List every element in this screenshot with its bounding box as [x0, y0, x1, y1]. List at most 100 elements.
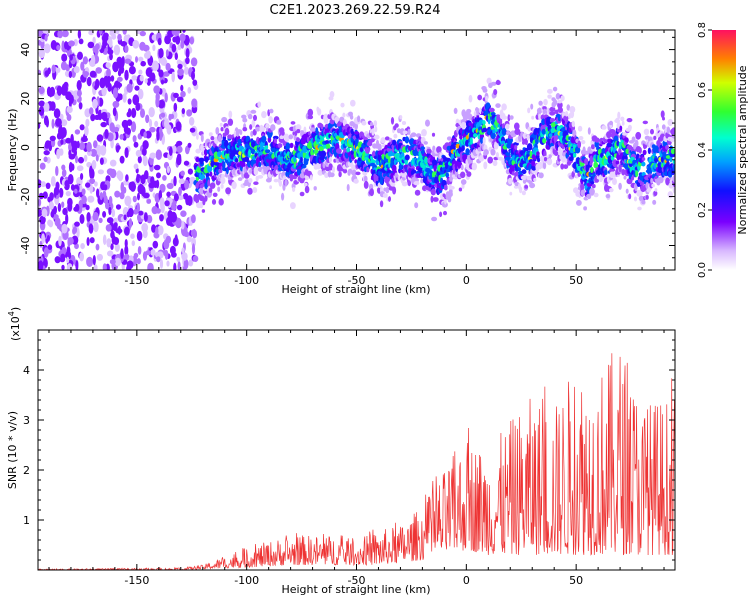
- spectral-blob: [605, 194, 611, 199]
- spectral-blob: [624, 137, 629, 143]
- noise-blob: [43, 150, 50, 156]
- spectral-blob: [645, 195, 649, 200]
- spectral-blob: [542, 161, 547, 170]
- colorbar-tick-label: 0.8: [697, 22, 708, 38]
- spectral-blob: [609, 188, 614, 193]
- snr-x-axis-label: Height of straight line (km): [281, 583, 430, 596]
- noise-blob: [191, 237, 197, 247]
- y-tick-label: 3: [23, 414, 30, 427]
- noise-blob: [191, 98, 198, 108]
- noise-blob: [178, 194, 184, 201]
- noise-blob: [38, 260, 44, 270]
- noise-blob: [157, 37, 162, 46]
- spectral-blob: [555, 93, 561, 100]
- spectral-blob: [391, 164, 397, 173]
- spectral-blob: [517, 167, 522, 172]
- spectral-blob: [361, 120, 367, 126]
- noise-blob: [158, 48, 164, 59]
- spectral-blob: [652, 199, 657, 205]
- spectral-blob: [477, 94, 483, 101]
- spectral-blob: [413, 181, 420, 186]
- noise-blob: [79, 124, 85, 131]
- spectral-blob: [353, 150, 357, 159]
- spectral-blob: [443, 185, 448, 191]
- spectral-blob: [447, 197, 452, 203]
- spectral-blob: [546, 158, 553, 166]
- noise-blob: [158, 126, 163, 138]
- noise-blob: [164, 249, 169, 260]
- noise-blob: [166, 260, 170, 267]
- spectral-blob: [338, 171, 342, 178]
- noise-blob: [137, 231, 142, 241]
- noise-blob: [135, 175, 140, 184]
- noise-blob: [117, 33, 122, 41]
- noise-blob: [181, 247, 185, 254]
- spectral-blob: [647, 147, 652, 155]
- noise-blob: [55, 165, 59, 177]
- noise-blob: [178, 178, 185, 185]
- noise-blob: [46, 235, 51, 242]
- noise-blob: [102, 263, 107, 270]
- noise-blob: [98, 30, 103, 35]
- spectral-blob: [476, 107, 480, 116]
- spectral-blob: [538, 172, 544, 179]
- noise-blob: [54, 256, 61, 264]
- spectral-blob: [658, 176, 664, 184]
- noise-blob: [51, 118, 55, 129]
- noise-blob: [108, 195, 113, 206]
- noise-blob: [160, 79, 165, 85]
- noise-blob: [180, 210, 187, 217]
- spectral-blob: [211, 199, 217, 205]
- spectral-blob: [509, 115, 514, 120]
- spectral-blob: [313, 186, 317, 191]
- y-tick-label: 0: [19, 144, 32, 151]
- spectral-blob: [552, 98, 558, 107]
- spectral-blob: [255, 157, 261, 163]
- spectral-blob: [622, 132, 628, 136]
- spectral-blob: [370, 159, 376, 164]
- noise-blob: [123, 34, 129, 43]
- noise-blob: [107, 132, 114, 142]
- noise-blob: [171, 145, 177, 154]
- spectral-blob: [195, 197, 200, 204]
- noise-blob: [133, 163, 139, 170]
- spectral-blob: [554, 135, 559, 141]
- noise-blob: [181, 252, 188, 261]
- spectral-blob: [486, 102, 491, 108]
- noise-blob: [112, 107, 117, 117]
- spectral-blob: [336, 148, 342, 154]
- snr-multiplier-label: (x104): [7, 307, 22, 341]
- spectral-blob: [317, 169, 324, 176]
- noise-blob: [89, 183, 93, 194]
- spectral-blob: [449, 185, 455, 190]
- noise-blob: [124, 147, 129, 159]
- noise-blob: [132, 94, 140, 106]
- noise-blob: [38, 86, 45, 95]
- spectral-blob: [543, 98, 548, 106]
- spectral-blob: [272, 135, 279, 140]
- spectral-blob: [490, 81, 497, 86]
- colorbar-gradient: [712, 30, 736, 270]
- spectral-blob: [506, 130, 511, 135]
- spectral-blob: [541, 128, 546, 135]
- figure-title: C2E1.2023.269.22.59.R24: [269, 3, 440, 18]
- noise-blob: [142, 155, 148, 167]
- spectral-blob: [593, 192, 599, 198]
- spectral-blob: [250, 148, 256, 155]
- spectral-blob: [329, 172, 335, 178]
- noise-blob: [49, 192, 54, 201]
- spectral-blob: [247, 113, 253, 120]
- noise-blob: [168, 146, 173, 156]
- noise-blob: [61, 223, 68, 234]
- spectral-blob: [199, 201, 204, 209]
- noise-blob: [140, 174, 146, 185]
- noise-blob: [68, 142, 73, 152]
- noise-blob: [157, 225, 164, 236]
- spectral-blob: [641, 161, 646, 167]
- noise-blob: [159, 259, 164, 269]
- noise-blob: [95, 67, 102, 74]
- spectral-blob: [210, 136, 215, 141]
- spectral-blob: [373, 120, 378, 127]
- noise-blob: [191, 70, 195, 81]
- spectral-blob: [227, 118, 234, 126]
